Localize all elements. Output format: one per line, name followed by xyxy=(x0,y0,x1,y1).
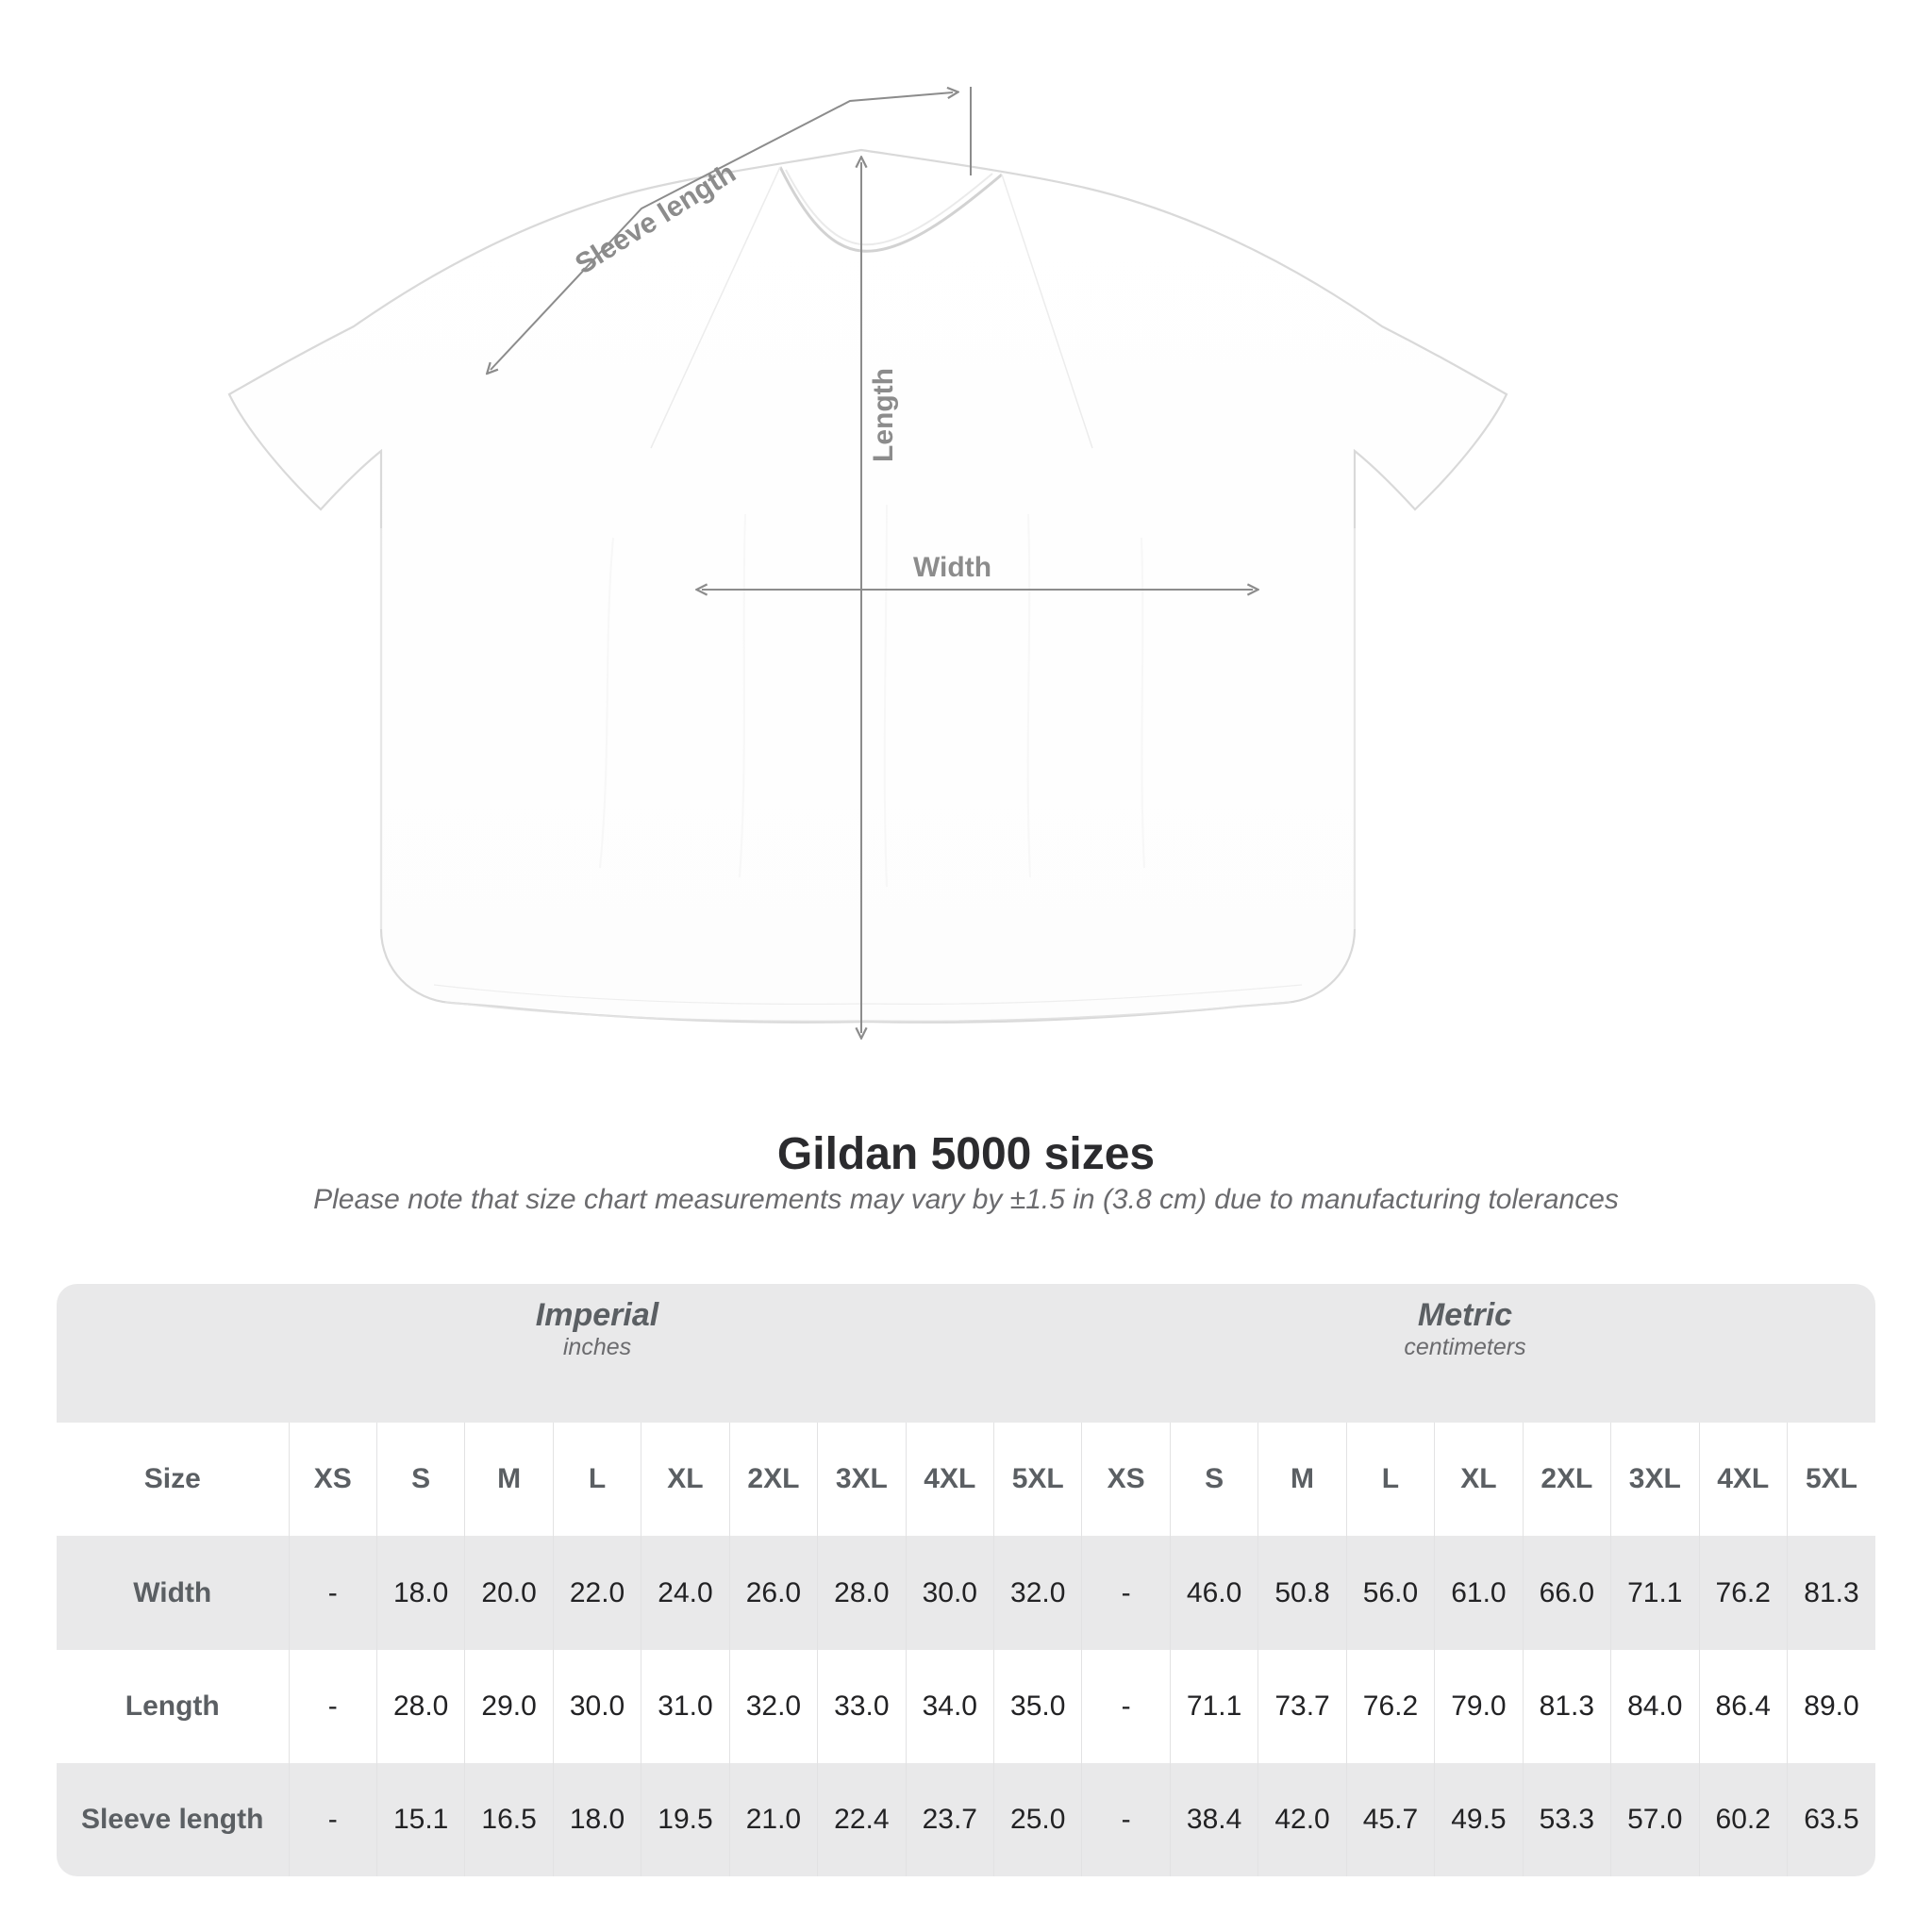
svg-text:Length: Length xyxy=(868,368,899,462)
svg-text:Width: Width xyxy=(913,552,991,583)
